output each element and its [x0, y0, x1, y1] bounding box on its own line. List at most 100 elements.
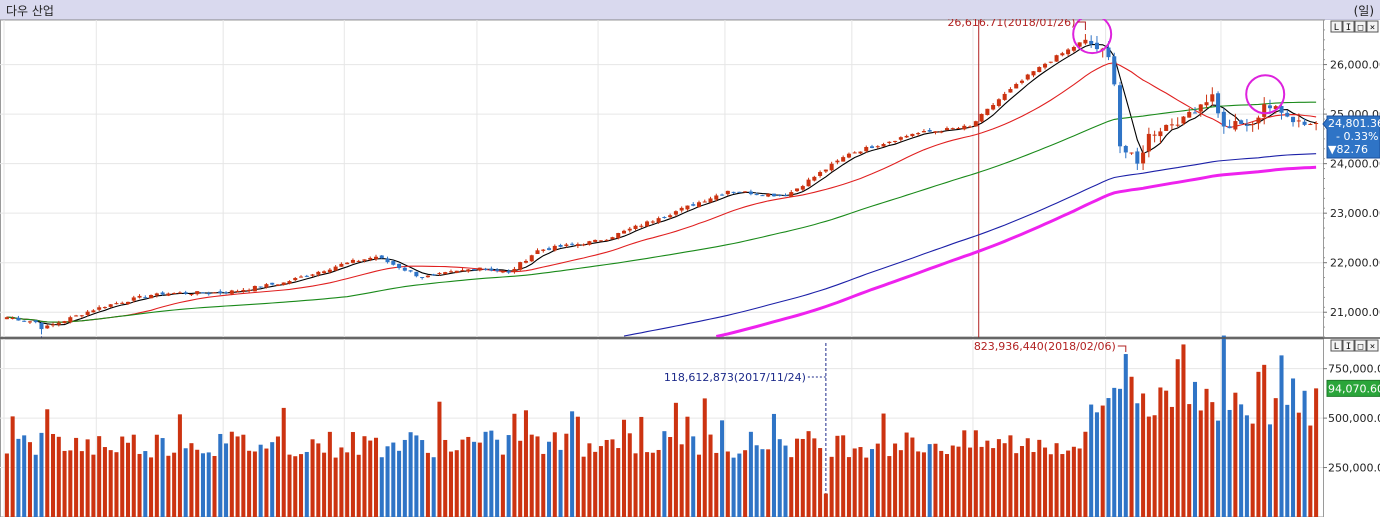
- price-axis: 21,000.0022,000.0023,000.0024,000.0025,0…: [0, 19, 1380, 475]
- candle: [385, 256, 390, 264]
- candle: [795, 188, 800, 192]
- candle-body: [275, 284, 280, 286]
- candle-body: [720, 194, 725, 196]
- candle: [293, 277, 298, 282]
- volume-bar: [916, 451, 921, 517]
- candle-body: [552, 245, 557, 251]
- candle-body: [748, 191, 753, 195]
- candle-body: [281, 282, 286, 285]
- maximize-button-frame[interactable]: [1354, 339, 1367, 352]
- candle-body: [518, 262, 523, 270]
- high-pointer: [1077, 21, 1086, 31]
- candle-body: [1296, 120, 1301, 122]
- candle: [1198, 104, 1203, 117]
- info-button-frame[interactable]: [1342, 339, 1355, 352]
- candle-body: [921, 131, 926, 133]
- candle-body: [916, 133, 921, 135]
- candle-body: [1227, 126, 1232, 129]
- volume-bar: [973, 430, 978, 517]
- candle-body: [610, 237, 615, 240]
- layout-button-frame[interactable]: [1330, 339, 1343, 352]
- candle: [397, 263, 402, 270]
- close-button[interactable]: ×: [1366, 339, 1379, 352]
- candle: [483, 267, 488, 271]
- volume-bar: [783, 445, 788, 517]
- volume-bar: [414, 435, 419, 517]
- volume-bar: [1279, 355, 1284, 517]
- highlight-circle: [1072, 19, 1113, 55]
- close-button-frame[interactable]: [1366, 20, 1379, 33]
- candle-body: [587, 241, 592, 245]
- candle-body: [702, 201, 707, 203]
- close-button-frame[interactable]: [1366, 339, 1379, 352]
- volume-bar: [431, 457, 436, 517]
- maximize-button[interactable]: □: [1354, 339, 1367, 352]
- candle-body: [570, 243, 575, 245]
- candle-body: [368, 257, 373, 260]
- volume-bar: [893, 443, 898, 517]
- layout-button[interactable]: L: [1330, 20, 1343, 33]
- candle-body: [541, 249, 546, 251]
- candle: [200, 292, 205, 294]
- volume-bar: [1071, 446, 1076, 517]
- candle-body: [500, 270, 505, 273]
- volume-bar: [656, 449, 661, 517]
- stock-chart[interactable]: 26,616.71(2018/01/26)20,553.45(2017/05/1…: [0, 19, 1380, 517]
- candle-body: [345, 262, 350, 265]
- candle-body: [1135, 151, 1140, 164]
- candle-body: [598, 240, 603, 242]
- volume-bar: [720, 420, 725, 517]
- candle-body: [287, 281, 292, 284]
- candle: [1089, 35, 1094, 48]
- volume-bar: [1221, 335, 1226, 517]
- candle: [910, 133, 915, 138]
- info-button-frame[interactable]: [1342, 20, 1355, 33]
- candle: [322, 270, 327, 274]
- candle: [1123, 144, 1128, 159]
- volume-bar: [673, 402, 678, 517]
- volume-bar: [114, 452, 119, 517]
- candle-body: [137, 295, 142, 298]
- volume-bar: [662, 431, 667, 517]
- volume-low-label: 118,612,873(2017/11/24): [664, 371, 806, 384]
- candle: [956, 126, 961, 129]
- candle: [696, 200, 702, 208]
- candle: [160, 291, 165, 296]
- candle: [731, 191, 736, 195]
- candle-body: [149, 294, 154, 299]
- volume-bar: [1008, 435, 1013, 517]
- candle-body: [322, 271, 327, 274]
- volume-bar: [1054, 443, 1059, 517]
- candle: [598, 240, 603, 242]
- period-label[interactable]: (일): [1353, 4, 1374, 18]
- info-button[interactable]: I: [1342, 339, 1355, 352]
- close-button[interactable]: ×: [1366, 20, 1379, 33]
- candle-body: [114, 303, 119, 305]
- candle: [310, 273, 315, 278]
- volume-bar: [1262, 364, 1267, 517]
- volume-bar: [777, 439, 782, 517]
- candle-body: [1129, 152, 1134, 154]
- candle-body: [950, 128, 955, 130]
- volume-bar: [795, 438, 800, 517]
- candle-body: [68, 317, 73, 323]
- candle-body: [725, 190, 730, 195]
- candle: [823, 169, 828, 173]
- candle-body: [379, 255, 384, 259]
- candle: [1314, 121, 1319, 131]
- panel-controls[interactable]: L I □ ×L I □ ×: [1330, 20, 1379, 352]
- candle-body: [645, 221, 650, 227]
- info-button[interactable]: I: [1342, 20, 1355, 33]
- volume-bar: [333, 457, 338, 517]
- candle: [979, 113, 984, 123]
- candle-body: [893, 140, 898, 142]
- candle-body: [472, 269, 477, 271]
- maximize-button[interactable]: □: [1354, 20, 1367, 33]
- maximize-button-frame[interactable]: [1354, 20, 1367, 33]
- layout-button[interactable]: L: [1330, 339, 1343, 352]
- candle: [448, 269, 454, 273]
- volume-bar: [1129, 376, 1134, 517]
- volume-bar: [621, 419, 627, 517]
- layout-button-frame[interactable]: [1330, 20, 1343, 33]
- volume-bar: [1314, 388, 1319, 517]
